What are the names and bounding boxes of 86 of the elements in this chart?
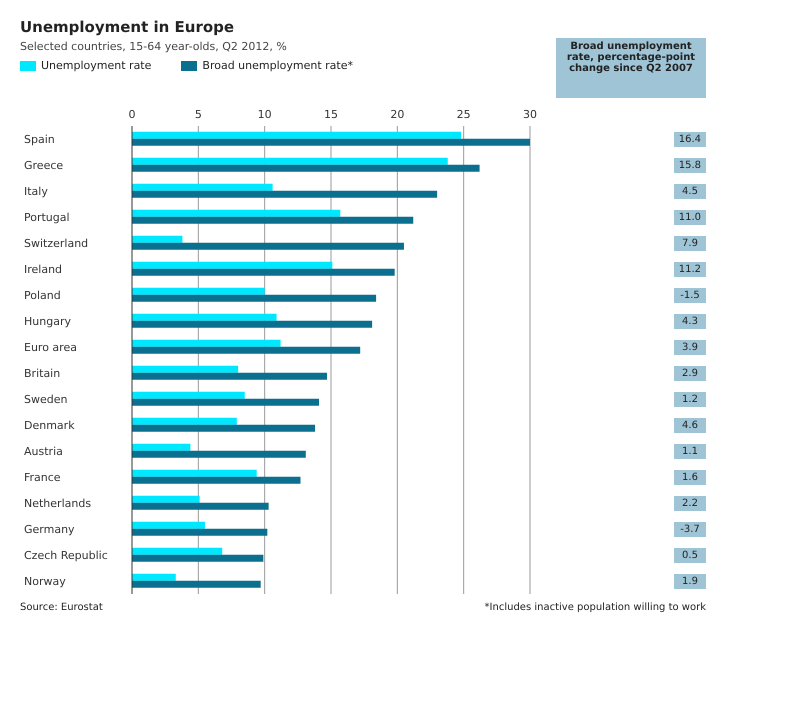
text: Broad unemployment rate, percentage-point change since Q2 2007 xyxy=(556,38,706,98)
text: 4.6 xyxy=(682,420,698,430)
x-tick-label: 0 xyxy=(128,108,136,121)
bar xyxy=(132,184,273,191)
y-tick-label: Switzerland xyxy=(24,237,88,250)
bar xyxy=(132,346,360,354)
bar xyxy=(132,216,414,224)
x-tick-label: 5 xyxy=(194,108,202,121)
bar xyxy=(132,190,438,198)
x-tick-label: 15 xyxy=(324,108,338,121)
bar xyxy=(132,236,182,243)
bar xyxy=(132,288,265,295)
legend-label: Broad unemployment rate* xyxy=(201,59,353,72)
bar xyxy=(132,522,205,529)
bar xyxy=(132,424,316,432)
bar xyxy=(132,398,320,406)
text: 3.9 xyxy=(682,342,698,352)
bar xyxy=(132,444,190,451)
y-tick-label: Denmark xyxy=(24,419,76,432)
y-tick-label: Portugal xyxy=(24,211,70,224)
text: 1.2 xyxy=(682,394,698,404)
y-tick-label: Netherlands xyxy=(24,497,92,510)
bar xyxy=(132,158,448,165)
y-tick-label: Sweden xyxy=(24,393,68,406)
bar xyxy=(132,574,176,581)
text: 1.6 xyxy=(682,472,698,482)
bar xyxy=(132,268,395,276)
y-tick-label: Britain xyxy=(24,367,60,380)
bar xyxy=(132,262,332,269)
y-tick-label: France xyxy=(24,471,61,484)
y-tick-label: Austria xyxy=(24,445,63,458)
bar xyxy=(132,340,281,347)
bar xyxy=(132,476,300,484)
text: -3.7 xyxy=(680,524,700,534)
y-tick-label: Italy xyxy=(24,185,48,198)
text: -1.5 xyxy=(680,290,700,300)
bar xyxy=(132,470,257,477)
y-tick-label: Spain xyxy=(24,133,55,146)
text: 2.2 xyxy=(682,498,698,508)
bar xyxy=(132,314,277,321)
y-tick-label: Czech Republic xyxy=(24,549,108,562)
bar xyxy=(132,320,372,328)
y-tick-label: Euro area xyxy=(24,341,77,354)
bar xyxy=(132,210,340,217)
text: 1.1 xyxy=(682,446,698,456)
text: *Includes inactive population willing to work xyxy=(484,602,706,613)
bar xyxy=(132,580,261,588)
bar xyxy=(132,502,269,510)
x-tick-label: 20 xyxy=(390,108,404,121)
y-tick-label: Germany xyxy=(24,523,76,536)
chart-title: Unemployment in Europe xyxy=(20,18,236,36)
y-tick-label: Poland xyxy=(24,289,61,302)
source-note: Source: Eurostat xyxy=(20,602,103,613)
bar xyxy=(132,372,328,380)
bar xyxy=(132,528,268,536)
text: 7.9 xyxy=(682,238,698,248)
text: 0.5 xyxy=(682,550,698,560)
text: 16.4 xyxy=(678,134,701,144)
bar xyxy=(132,164,480,172)
text: 11.2 xyxy=(678,264,701,274)
bar xyxy=(132,450,306,458)
chart-subtitle: Selected countries, 15-64 year-olds, Q2 2012, % xyxy=(20,40,288,53)
bar xyxy=(132,138,530,146)
bar xyxy=(132,496,200,503)
text: 11.0 xyxy=(678,212,701,222)
text: 1.9 xyxy=(682,576,698,586)
text: 4.3 xyxy=(682,316,698,326)
y-tick-label: Norway xyxy=(24,575,66,588)
y-tick-label: Hungary xyxy=(24,315,72,328)
x-tick-label: 30 xyxy=(523,108,537,121)
bar xyxy=(132,132,462,139)
y-tick-label: Greece xyxy=(24,159,64,172)
bar xyxy=(132,242,404,250)
bar xyxy=(132,392,245,399)
text: 15.8 xyxy=(678,160,701,170)
bar xyxy=(132,294,376,302)
text: 2.9 xyxy=(682,368,698,378)
y-tick-label: Ireland xyxy=(24,263,62,276)
bar xyxy=(132,548,222,555)
bar xyxy=(132,418,237,425)
text: 4.5 xyxy=(682,186,698,196)
bar xyxy=(132,366,238,373)
x-tick-label: 25 xyxy=(456,108,471,121)
bar xyxy=(132,554,264,562)
x-tick-label: 10 xyxy=(258,108,272,121)
legend-label: Unemployment rate xyxy=(40,59,152,72)
